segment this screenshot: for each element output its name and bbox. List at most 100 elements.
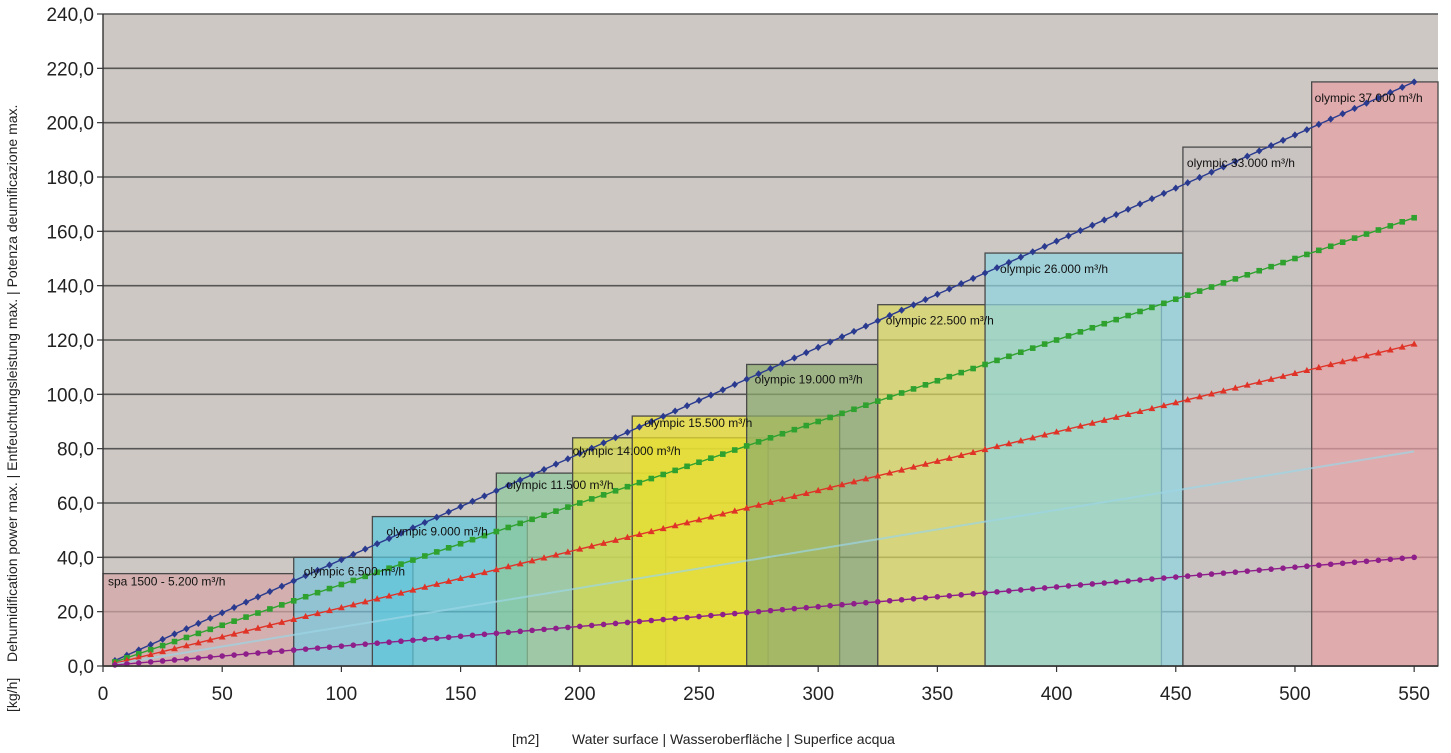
data-point — [302, 572, 309, 580]
data-point — [1124, 410, 1132, 417]
data-point — [409, 524, 417, 532]
data-point — [422, 636, 428, 643]
data-point — [135, 660, 142, 666]
data-point — [1267, 375, 1275, 382]
data-point — [1112, 211, 1120, 219]
x-tick-label: 150 — [445, 684, 477, 705]
data-point — [481, 568, 488, 576]
data-point — [755, 501, 762, 508]
data-point — [481, 532, 488, 539]
data-point — [1029, 586, 1036, 592]
data-point — [1268, 263, 1274, 270]
data-point — [1101, 216, 1108, 224]
data-point — [933, 457, 941, 464]
data-point — [767, 364, 774, 373]
data-point — [863, 402, 869, 408]
data-point — [851, 406, 857, 413]
data-point — [231, 618, 237, 624]
data-point — [588, 496, 595, 502]
data-point — [147, 659, 154, 665]
data-point — [349, 601, 357, 608]
data-point — [838, 333, 846, 341]
y-tick-label: 20,0 — [57, 603, 94, 624]
data-point — [1208, 284, 1215, 290]
y-tick-label: 100,0 — [46, 385, 94, 406]
data-point — [171, 645, 178, 652]
data-point — [886, 394, 893, 400]
range-label: olympic 14.000 m³/h — [573, 444, 681, 458]
data-point — [338, 581, 345, 588]
data-point — [719, 510, 727, 517]
data-point — [910, 463, 917, 470]
data-point — [720, 611, 726, 618]
data-point — [350, 550, 357, 558]
data-point — [290, 647, 297, 653]
data-point — [982, 590, 988, 596]
data-point — [326, 585, 333, 592]
data-point — [1101, 320, 1108, 327]
data-point — [707, 391, 715, 399]
data-point — [1089, 581, 1096, 587]
x-axis-unit: [m2] — [512, 731, 539, 747]
y-tick-label: 80,0 — [57, 440, 94, 461]
y-axis-unit: [kg/h] — [4, 678, 20, 712]
data-point — [541, 512, 547, 519]
data-point — [1327, 243, 1334, 250]
data-point — [827, 414, 833, 421]
data-point — [1410, 78, 1418, 86]
data-point — [1339, 110, 1346, 118]
data-point — [362, 641, 369, 647]
data-point — [1017, 253, 1025, 261]
data-point — [1017, 437, 1025, 444]
data-point — [1316, 562, 1322, 569]
data-point — [373, 540, 381, 548]
data-point — [1303, 366, 1311, 374]
data-point — [1375, 227, 1382, 233]
range-box — [1311, 81, 1439, 667]
data-point — [1065, 333, 1072, 339]
data-point — [1172, 399, 1180, 406]
data-series — [111, 78, 1418, 668]
data-point — [242, 598, 250, 606]
x-tick-label: 450 — [1160, 684, 1192, 705]
data-point — [290, 577, 297, 585]
data-point — [230, 603, 238, 612]
data-point — [922, 295, 929, 304]
data-point — [195, 655, 202, 661]
data-point — [1363, 99, 1370, 107]
data-point — [565, 504, 571, 510]
data-point — [409, 586, 417, 593]
data-point — [183, 642, 190, 649]
data-point — [469, 632, 476, 639]
data-point — [1160, 189, 1168, 197]
data-point — [504, 563, 512, 570]
data-point — [135, 650, 142, 657]
data-point — [373, 595, 381, 602]
data-point — [779, 359, 786, 367]
data-point — [1053, 337, 1060, 343]
data-point — [1375, 557, 1382, 564]
data-point — [790, 492, 798, 499]
data-point — [731, 610, 738, 617]
data-point — [266, 621, 274, 628]
data-point — [612, 487, 619, 494]
data-point — [1184, 292, 1191, 298]
data-point — [362, 545, 369, 553]
data-point — [1053, 584, 1060, 590]
data-point — [1339, 358, 1347, 365]
data-point — [314, 645, 321, 651]
data-point — [1304, 563, 1310, 570]
data-point — [886, 311, 893, 320]
data-point — [1089, 324, 1096, 331]
data-point — [767, 435, 774, 441]
data-point — [445, 634, 452, 641]
data-point — [457, 503, 464, 511]
data-point — [898, 306, 905, 314]
data-point — [1363, 558, 1370, 565]
data-point — [1279, 372, 1287, 379]
data-point — [767, 607, 774, 614]
data-point — [958, 280, 965, 288]
data-point — [564, 455, 572, 463]
data-point — [159, 635, 166, 643]
data-point — [398, 561, 404, 567]
